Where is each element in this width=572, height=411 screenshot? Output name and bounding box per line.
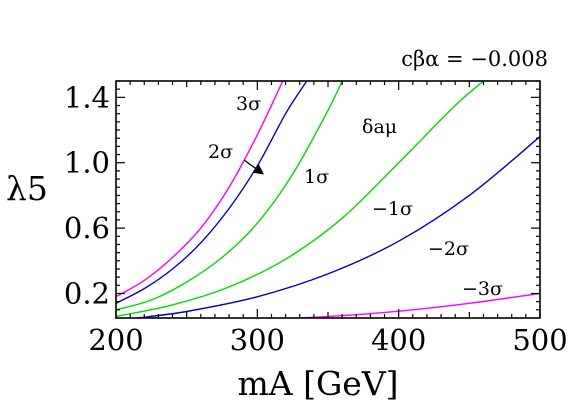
x-tick-label: 200 — [88, 323, 143, 357]
x-tick-label: 400 — [371, 323, 426, 357]
x-tick-label: 300 — [230, 323, 285, 357]
y-tick-label: 0.2 — [64, 276, 110, 310]
x-tick-label: 500 — [512, 323, 567, 357]
tick-labels-group: 200 300 400 500 0.2 0.6 1.0 1.4 — [64, 80, 568, 357]
curve-1 — [116, 81, 308, 304]
label-3sigma: 3σ — [236, 93, 261, 115]
label-1sigma: 1σ — [304, 166, 329, 188]
label-minus3sigma: −3σ — [462, 278, 503, 300]
y-axis-title: λ5 — [6, 169, 48, 208]
label-minus2sigma: −2σ — [428, 238, 469, 260]
y-tick-label: 1.0 — [64, 146, 110, 180]
ticks-group — [115, 80, 541, 318]
curves-group — [116, 81, 540, 318]
label-minus1sigma: −1σ — [372, 198, 413, 220]
curve-3 — [116, 81, 484, 318]
y-tick-label: 1.4 — [64, 80, 110, 114]
curve-5 — [299, 292, 540, 318]
curve-4 — [137, 136, 540, 318]
curve-0 — [116, 81, 284, 298]
chart-title: cβα = −0.008 — [401, 47, 548, 71]
curve-2 — [116, 81, 343, 311]
y-tick-label: 0.6 — [64, 211, 110, 245]
region-label: δaμ — [362, 116, 397, 138]
label-2sigma: 2σ — [208, 141, 233, 163]
x-axis-title: mA [GeV] — [237, 364, 398, 403]
label-2sigma-arrow — [243, 159, 265, 175]
